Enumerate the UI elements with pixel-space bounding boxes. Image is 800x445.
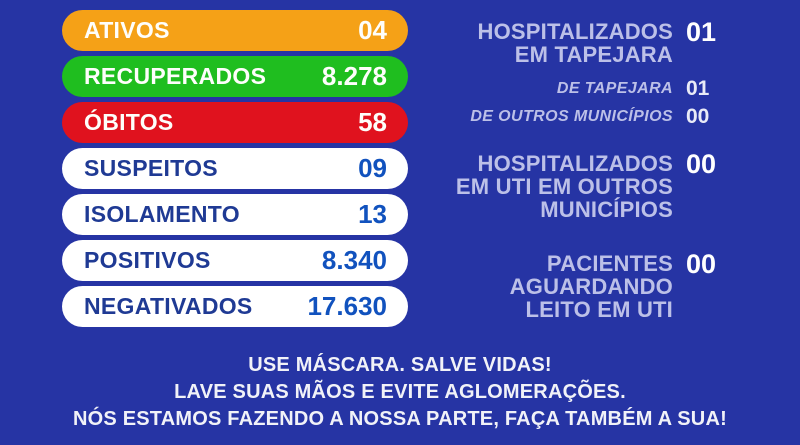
stat-label-positivos: POSITIVOS: [84, 247, 211, 273]
stat-pill-suspeitos: SUSPEITOS 09: [62, 148, 408, 189]
stat-value-ativos: 04: [358, 15, 387, 45]
label-line: MUNICÍPIOS: [540, 197, 673, 222]
from-tapejara-row: DE TAPEJARA 01: [430, 78, 709, 100]
from-tapejara-value: 01: [686, 77, 710, 100]
hospitalized-tapejara-label: HOSPITALIZADOS EM TAPEJARA: [430, 20, 673, 66]
stat-pill-negativados: NEGATIVADOS 17.630: [62, 286, 408, 327]
label-line: HOSPITALIZADOS: [477, 151, 673, 176]
stat-value-negativados: 17.630: [307, 291, 387, 321]
icu-other-cities-row: HOSPITALIZADOS EM UTI EM OUTROS MUNICÍPI…: [430, 149, 717, 222]
label-line: AGUARDANDO: [509, 274, 673, 299]
stat-label-ativos: ATIVOS: [84, 17, 170, 43]
label-line: LEITO EM UTI: [525, 297, 673, 322]
awaiting-icu-bed-label: PACIENTES AGUARDANDO LEITO EM UTI: [430, 252, 673, 321]
stat-pill-recuperados: RECUPERADOS 8.278: [62, 56, 408, 97]
stats-pill-list: ATIVOS 04 RECUPERADOS 8.278 ÓBITOS 58 SU…: [62, 10, 408, 327]
prevention-message: USE MÁSCARA. SALVE VIDAS! LAVE SUAS MÃOS…: [0, 352, 800, 433]
stat-label-isolamento: ISOLAMENTO: [84, 201, 240, 227]
label-line: EM TAPEJARA: [514, 42, 673, 67]
label-line: PACIENTES: [546, 251, 673, 276]
stat-label-recuperados: RECUPERADOS: [84, 63, 267, 89]
icu-other-cities-value: 00: [686, 149, 717, 179]
stat-value-isolamento: 13: [358, 199, 387, 229]
stat-value-positivos: 8.340: [321, 245, 387, 275]
stat-label-obitos: ÓBITOS: [84, 109, 174, 135]
hospital-stats-column: HOSPITALIZADOS EM TAPEJARA 01 DE TAPEJAR…: [430, 0, 740, 340]
from-other-cities-label: DE OUTROS MUNICÍPIOS: [470, 108, 673, 125]
stat-value-recuperados: 8.278: [321, 61, 387, 91]
hospitalized-tapejara-row: HOSPITALIZADOS EM TAPEJARA 01: [430, 17, 717, 67]
label-line: EM UTI EM OUTROS: [455, 174, 673, 199]
stat-pill-positivos: POSITIVOS 8.340: [62, 240, 408, 281]
stat-pill-ativos: ATIVOS 04: [62, 10, 408, 51]
awaiting-icu-bed-value: 00: [686, 249, 717, 279]
hospitalized-tapejara-value: 01: [686, 17, 717, 47]
stat-value-suspeitos: 09: [358, 153, 387, 183]
from-other-cities-value: 00: [686, 105, 710, 128]
awaiting-icu-bed-row: PACIENTES AGUARDANDO LEITO EM UTI 00: [430, 249, 717, 322]
label-line: HOSPITALIZADOS: [477, 19, 673, 44]
icu-other-cities-label: HOSPITALIZADOS EM UTI EM OUTROS MUNICÍPI…: [430, 152, 673, 221]
stat-pill-obitos: ÓBITOS 58: [62, 102, 408, 143]
from-tapejara-label: DE TAPEJARA: [556, 80, 673, 97]
prevention-message-line2: LAVE SUAS MÃOS E EVITE AGLOMERAÇÕES.: [174, 381, 626, 403]
stat-label-negativados: NEGATIVADOS: [84, 293, 253, 319]
stat-pill-isolamento: ISOLAMENTO 13: [62, 194, 408, 235]
stat-label-suspeitos: SUSPEITOS: [84, 155, 218, 181]
prevention-message-line3: NÓS ESTAMOS FAZENDO A NOSSA PARTE, FAÇA …: [73, 408, 727, 430]
prevention-message-line1: USE MÁSCARA. SALVE VIDAS!: [248, 354, 552, 376]
from-other-cities-row: DE OUTROS MUNICÍPIOS 00: [430, 106, 709, 128]
stat-value-obitos: 58: [358, 107, 387, 137]
